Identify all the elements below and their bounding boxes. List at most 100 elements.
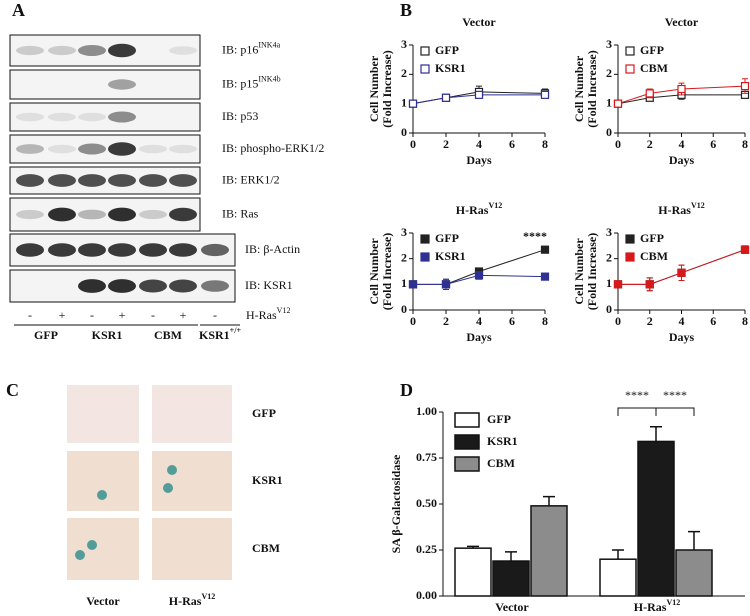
bar <box>675 549 713 597</box>
column-label-sup: V12 <box>201 592 215 601</box>
legend-marker <box>420 64 430 74</box>
x-axis-label: Days <box>466 330 492 344</box>
legend-label: KSR1 <box>435 61 466 75</box>
marker <box>540 245 550 254</box>
blot-band <box>78 45 106 56</box>
y-tick-label: 0 <box>606 302 612 316</box>
y-tick-label: 0 <box>401 302 407 316</box>
stain <box>87 540 97 550</box>
legend-marker <box>625 64 635 74</box>
x-tick-label: 4 <box>679 137 685 151</box>
blot-band <box>108 43 136 58</box>
y-axis-label: Cell Number <box>367 55 381 122</box>
group-label-text: KSR1 <box>199 328 230 342</box>
blot-label-text: IB: p16 <box>222 42 258 56</box>
stain <box>97 490 107 500</box>
blot-band <box>169 46 197 55</box>
blot-band <box>169 144 197 154</box>
legend-marker <box>625 252 635 262</box>
blot-band <box>48 243 76 257</box>
blot-band <box>139 174 167 187</box>
blot-band <box>139 209 167 220</box>
x-tick-label: Vector <box>495 600 529 614</box>
blot-label: IB: β-Actin <box>245 242 300 256</box>
marker <box>408 99 418 108</box>
blot <box>9 197 201 232</box>
blot-band <box>169 174 197 187</box>
blot-band <box>108 111 136 123</box>
marker <box>645 89 654 98</box>
micrograph <box>67 451 139 511</box>
stain <box>163 483 173 493</box>
chart-title: H-RasV12 <box>456 201 502 216</box>
error-bar <box>688 530 700 550</box>
marker <box>677 84 686 94</box>
micrograph <box>152 451 232 511</box>
y-axis-label: SA β-Galactosidase <box>389 454 403 553</box>
x-tick-label: 6 <box>509 314 515 328</box>
y-tick-label: 3 <box>606 225 612 239</box>
x-tick-label-text: H-Ras <box>634 600 667 614</box>
marker <box>474 271 484 280</box>
chart-title-text: Vector <box>462 15 496 29</box>
blot-label-text: IB: phospho-ERK1/2 <box>222 141 324 155</box>
lane-label-sup: V12 <box>277 306 291 315</box>
marker <box>540 272 550 281</box>
blot-band <box>16 45 44 56</box>
stain <box>75 550 85 560</box>
bar <box>599 558 637 597</box>
column-label: H-RasV12 <box>169 592 215 607</box>
x-tick-label: 4 <box>476 137 482 151</box>
blot-band <box>48 112 76 122</box>
legend-label: GFP <box>435 43 459 57</box>
y-tick-label: 3 <box>606 37 612 51</box>
lane-sign: - <box>90 308 94 322</box>
y-tick-label: 0 <box>606 125 612 139</box>
blot-label-text: IB: KSR1 <box>245 278 293 292</box>
x-tick-label: 8 <box>542 314 548 328</box>
marker <box>441 93 451 102</box>
y-tick-label: 1 <box>606 95 612 109</box>
marker <box>540 90 550 99</box>
y-axis-label: Cell Number <box>572 238 586 305</box>
group-label: KSR1 <box>92 328 123 342</box>
x-tick-label-text: Vector <box>495 600 529 614</box>
blot-label: IB: KSR1 <box>245 278 293 292</box>
x-tick-label: 4 <box>679 314 685 328</box>
blot-band <box>16 243 44 257</box>
lane-label: H-RasV12 <box>246 306 290 321</box>
series-line <box>412 94 545 105</box>
blot-band <box>78 112 106 122</box>
micrograph <box>152 518 232 580</box>
group-label: CBM <box>154 328 182 342</box>
panel-label: B <box>400 0 412 20</box>
marker <box>474 90 484 99</box>
blot-band <box>16 144 44 154</box>
annotation: **** <box>663 388 687 402</box>
blot <box>9 34 201 67</box>
x-tick-label: 2 <box>443 314 449 328</box>
column-label-text: Vector <box>86 594 120 608</box>
y-tick-label: 1 <box>401 276 407 290</box>
marker <box>645 280 654 289</box>
significance-bracket <box>617 407 657 416</box>
series-line <box>413 274 546 285</box>
y-axis-label: (Fold Increase) <box>380 50 394 127</box>
blot-band <box>139 279 167 293</box>
annotation: **** <box>523 229 547 243</box>
blot-band <box>108 142 136 156</box>
column-label: Vector <box>86 594 120 608</box>
group-label: GFP <box>34 328 58 342</box>
panel-label: C <box>6 380 19 400</box>
blot-band <box>48 174 76 187</box>
error-bar <box>650 425 662 442</box>
panel-label: A <box>12 0 25 20</box>
y-tick-label: 3 <box>401 225 407 239</box>
blot-label: IB: ERK1/2 <box>222 172 280 186</box>
micrograph <box>67 518 139 580</box>
blot-band <box>139 144 167 154</box>
blot-band <box>108 243 136 257</box>
legend-label: KSR1 <box>487 434 518 448</box>
blot-band <box>201 280 229 292</box>
series-line <box>617 94 745 105</box>
